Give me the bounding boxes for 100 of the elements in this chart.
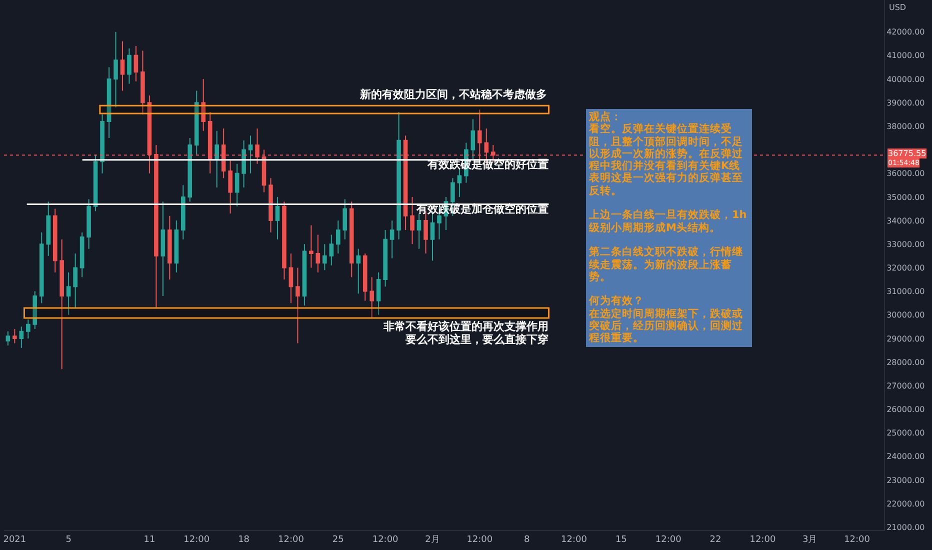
y-tick-label: 34000.00 (886, 216, 925, 226)
candlestick (316, 234, 320, 273)
candlestick (336, 220, 340, 254)
candlestick (46, 201, 51, 256)
x-tick-label: 12:00 (184, 534, 210, 545)
candlestick (390, 220, 394, 259)
y-tick-label: 35000.00 (886, 192, 925, 202)
candlestick (356, 248, 361, 294)
candlestick (80, 232, 84, 278)
y-tick-label: 41000.00 (886, 51, 925, 60)
candlestick (93, 154, 98, 212)
candlestick (228, 158, 232, 214)
x-tick-label: 18 (238, 534, 250, 545)
y-tick-label: 32000.00 (886, 264, 925, 273)
x-tick-label: 12:00 (844, 534, 870, 545)
x-tick-label: 15 (615, 534, 627, 545)
candlestick (60, 238, 64, 370)
candlestick (234, 163, 240, 207)
x-tick-label: 3月 (802, 534, 818, 545)
candlestick (6, 330, 10, 346)
candlestick (457, 168, 462, 198)
y-tick-label: 29000.00 (886, 334, 925, 344)
y-tick-label: 24000.00 (886, 452, 925, 462)
annotation: 上边一条白线一旦有效跌破，1h级别小周期形成M头结构。 (589, 209, 748, 234)
candlestick (362, 253, 368, 302)
y-tick-label: 23000.00 (886, 476, 925, 485)
candlestick (309, 224, 314, 268)
x-tick-label: 12:00 (278, 534, 304, 545)
candlestick (12, 328, 17, 344)
candlestick (242, 140, 246, 188)
candlestick (160, 201, 166, 297)
candlestick (120, 40, 125, 92)
candlestick (134, 45, 138, 82)
y-tick-label: 22000.00 (886, 499, 925, 508)
candlestick (52, 208, 58, 273)
y-tick-label: 31000.00 (886, 287, 925, 296)
candlestick (174, 220, 179, 273)
annotation: 第二条白线文职不跌破，行情继续走震荡。为新的波段上涨蓄势。 (589, 246, 744, 284)
ref-line-label: 36775.55 (888, 149, 926, 158)
x-tick-label: 11 (144, 534, 156, 545)
y-tick-label: 28000.00 (886, 358, 925, 367)
y-tick-label: 38000.00 (886, 122, 925, 131)
candlestick (248, 135, 253, 174)
candlestick (73, 253, 78, 308)
candlestick (342, 198, 348, 240)
text: USD (889, 3, 906, 12)
candlestick (194, 90, 199, 155)
x-tick-label: 2月 (425, 534, 440, 545)
candlestick (376, 272, 381, 316)
y-tick-label: 36000.00 (886, 169, 925, 178)
x-tick-label: 8 (524, 534, 530, 545)
candlestick (410, 196, 414, 245)
candlestick (214, 130, 219, 188)
candlestick (127, 48, 132, 84)
candlestick (86, 198, 91, 250)
candlestick (168, 215, 172, 280)
x-tick-label: 2021 (3, 534, 26, 545)
candlestick (296, 267, 300, 344)
y-tick-label: 40000.00 (886, 74, 925, 84)
candlestick (39, 232, 44, 304)
candlestick (275, 196, 280, 240)
candlestick (26, 319, 30, 339)
x-tick-label: 22 (710, 534, 722, 545)
candlestick (188, 137, 192, 202)
candlestick (416, 212, 422, 250)
y-tick-label: 39000.00 (886, 98, 925, 108)
band-label: 非常不看好该位置的再次支撑作用要么不到这里，要么直接下穿 (382, 320, 549, 346)
candlestick (100, 114, 104, 174)
candlestick (140, 50, 145, 115)
candlestick (302, 244, 307, 306)
annotation: 何为有效？ (589, 295, 645, 308)
candlestick (396, 112, 401, 240)
candlestick (106, 66, 112, 138)
candlestick (322, 244, 327, 271)
y-tick-label: 30000.00 (886, 310, 925, 320)
y-tick-label: 21000.00 (886, 522, 925, 532)
candlestick (66, 272, 71, 316)
candlestick (383, 229, 388, 288)
band-label: 新的有效阻力区间，不站稳不考虑做多 (359, 88, 547, 101)
x-tick-label: 12:00 (750, 534, 776, 545)
y-tick-label: 42000.00 (886, 28, 925, 37)
candlestick (370, 276, 374, 318)
candlestick (349, 201, 354, 278)
candlestick (180, 184, 186, 240)
candlestick (288, 253, 294, 304)
candlestick (268, 178, 273, 233)
annotation: 观点： (589, 111, 623, 123)
x-tick-label: 12:00 (372, 534, 399, 545)
candlestick (282, 201, 286, 280)
candlestick (19, 326, 24, 348)
candlestick (201, 78, 206, 132)
y-tick-label: 33000.00 (886, 240, 925, 249)
annotation: 在选定时间周期框架下，跌破或突破后，经历回测确认，回测过程很重要。 (589, 308, 744, 345)
candlestick (114, 31, 118, 108)
y-tick-label: 26000.00 (886, 405, 925, 414)
x-tick-label: 12:00 (561, 534, 588, 545)
candlestick (470, 118, 476, 160)
annotation: 看空。反弹在关键位置连续受阻，且整个顶部回调时间，不足以形成一次新的涨势。在反弹过程中我们并没有看到有关键K线表明这是一次强有力的反弹甚至反转。 (589, 123, 744, 198)
x-tick-label: 12:00 (466, 534, 493, 545)
x-tick-label: 12:00 (655, 534, 682, 545)
